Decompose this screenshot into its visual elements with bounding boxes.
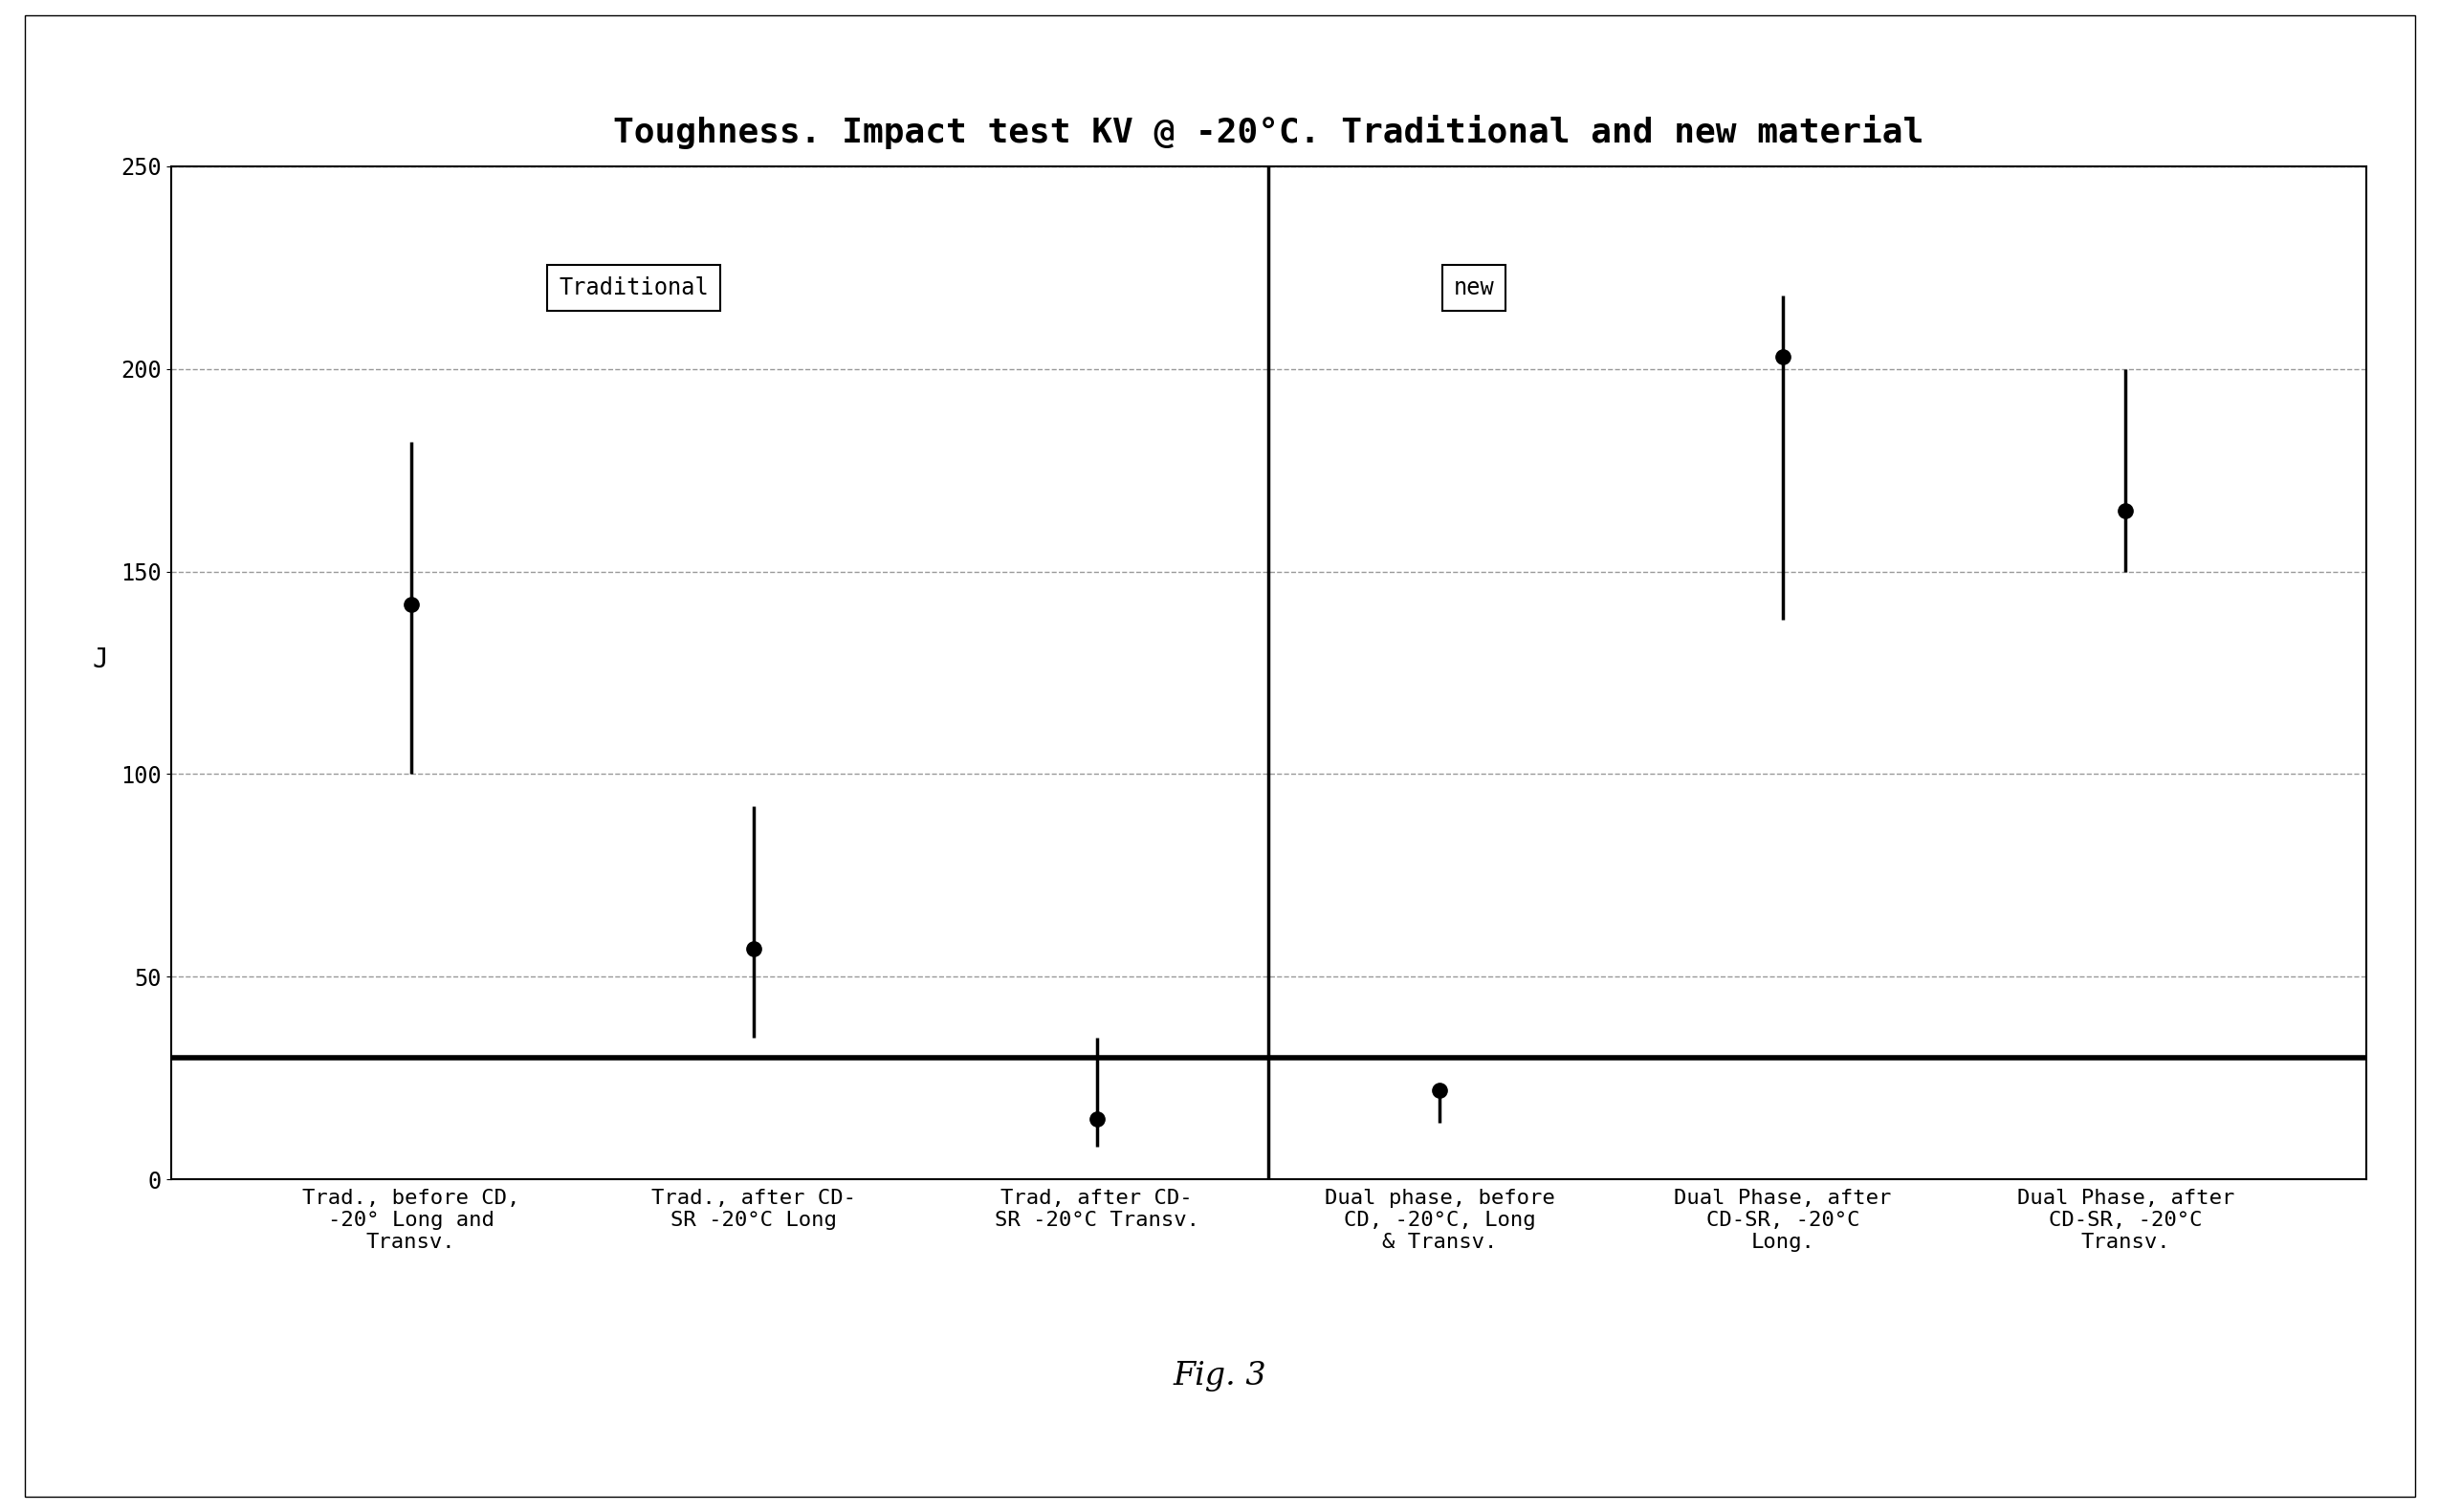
Text: Traditional: Traditional (559, 277, 710, 299)
Title: Toughness. Impact test KV @ -20°C. Traditional and new material: Toughness. Impact test KV @ -20°C. Tradi… (612, 115, 1924, 150)
Y-axis label: J: J (93, 646, 110, 673)
Text: Fig. 3: Fig. 3 (1173, 1361, 1266, 1391)
Text: new: new (1454, 277, 1495, 299)
